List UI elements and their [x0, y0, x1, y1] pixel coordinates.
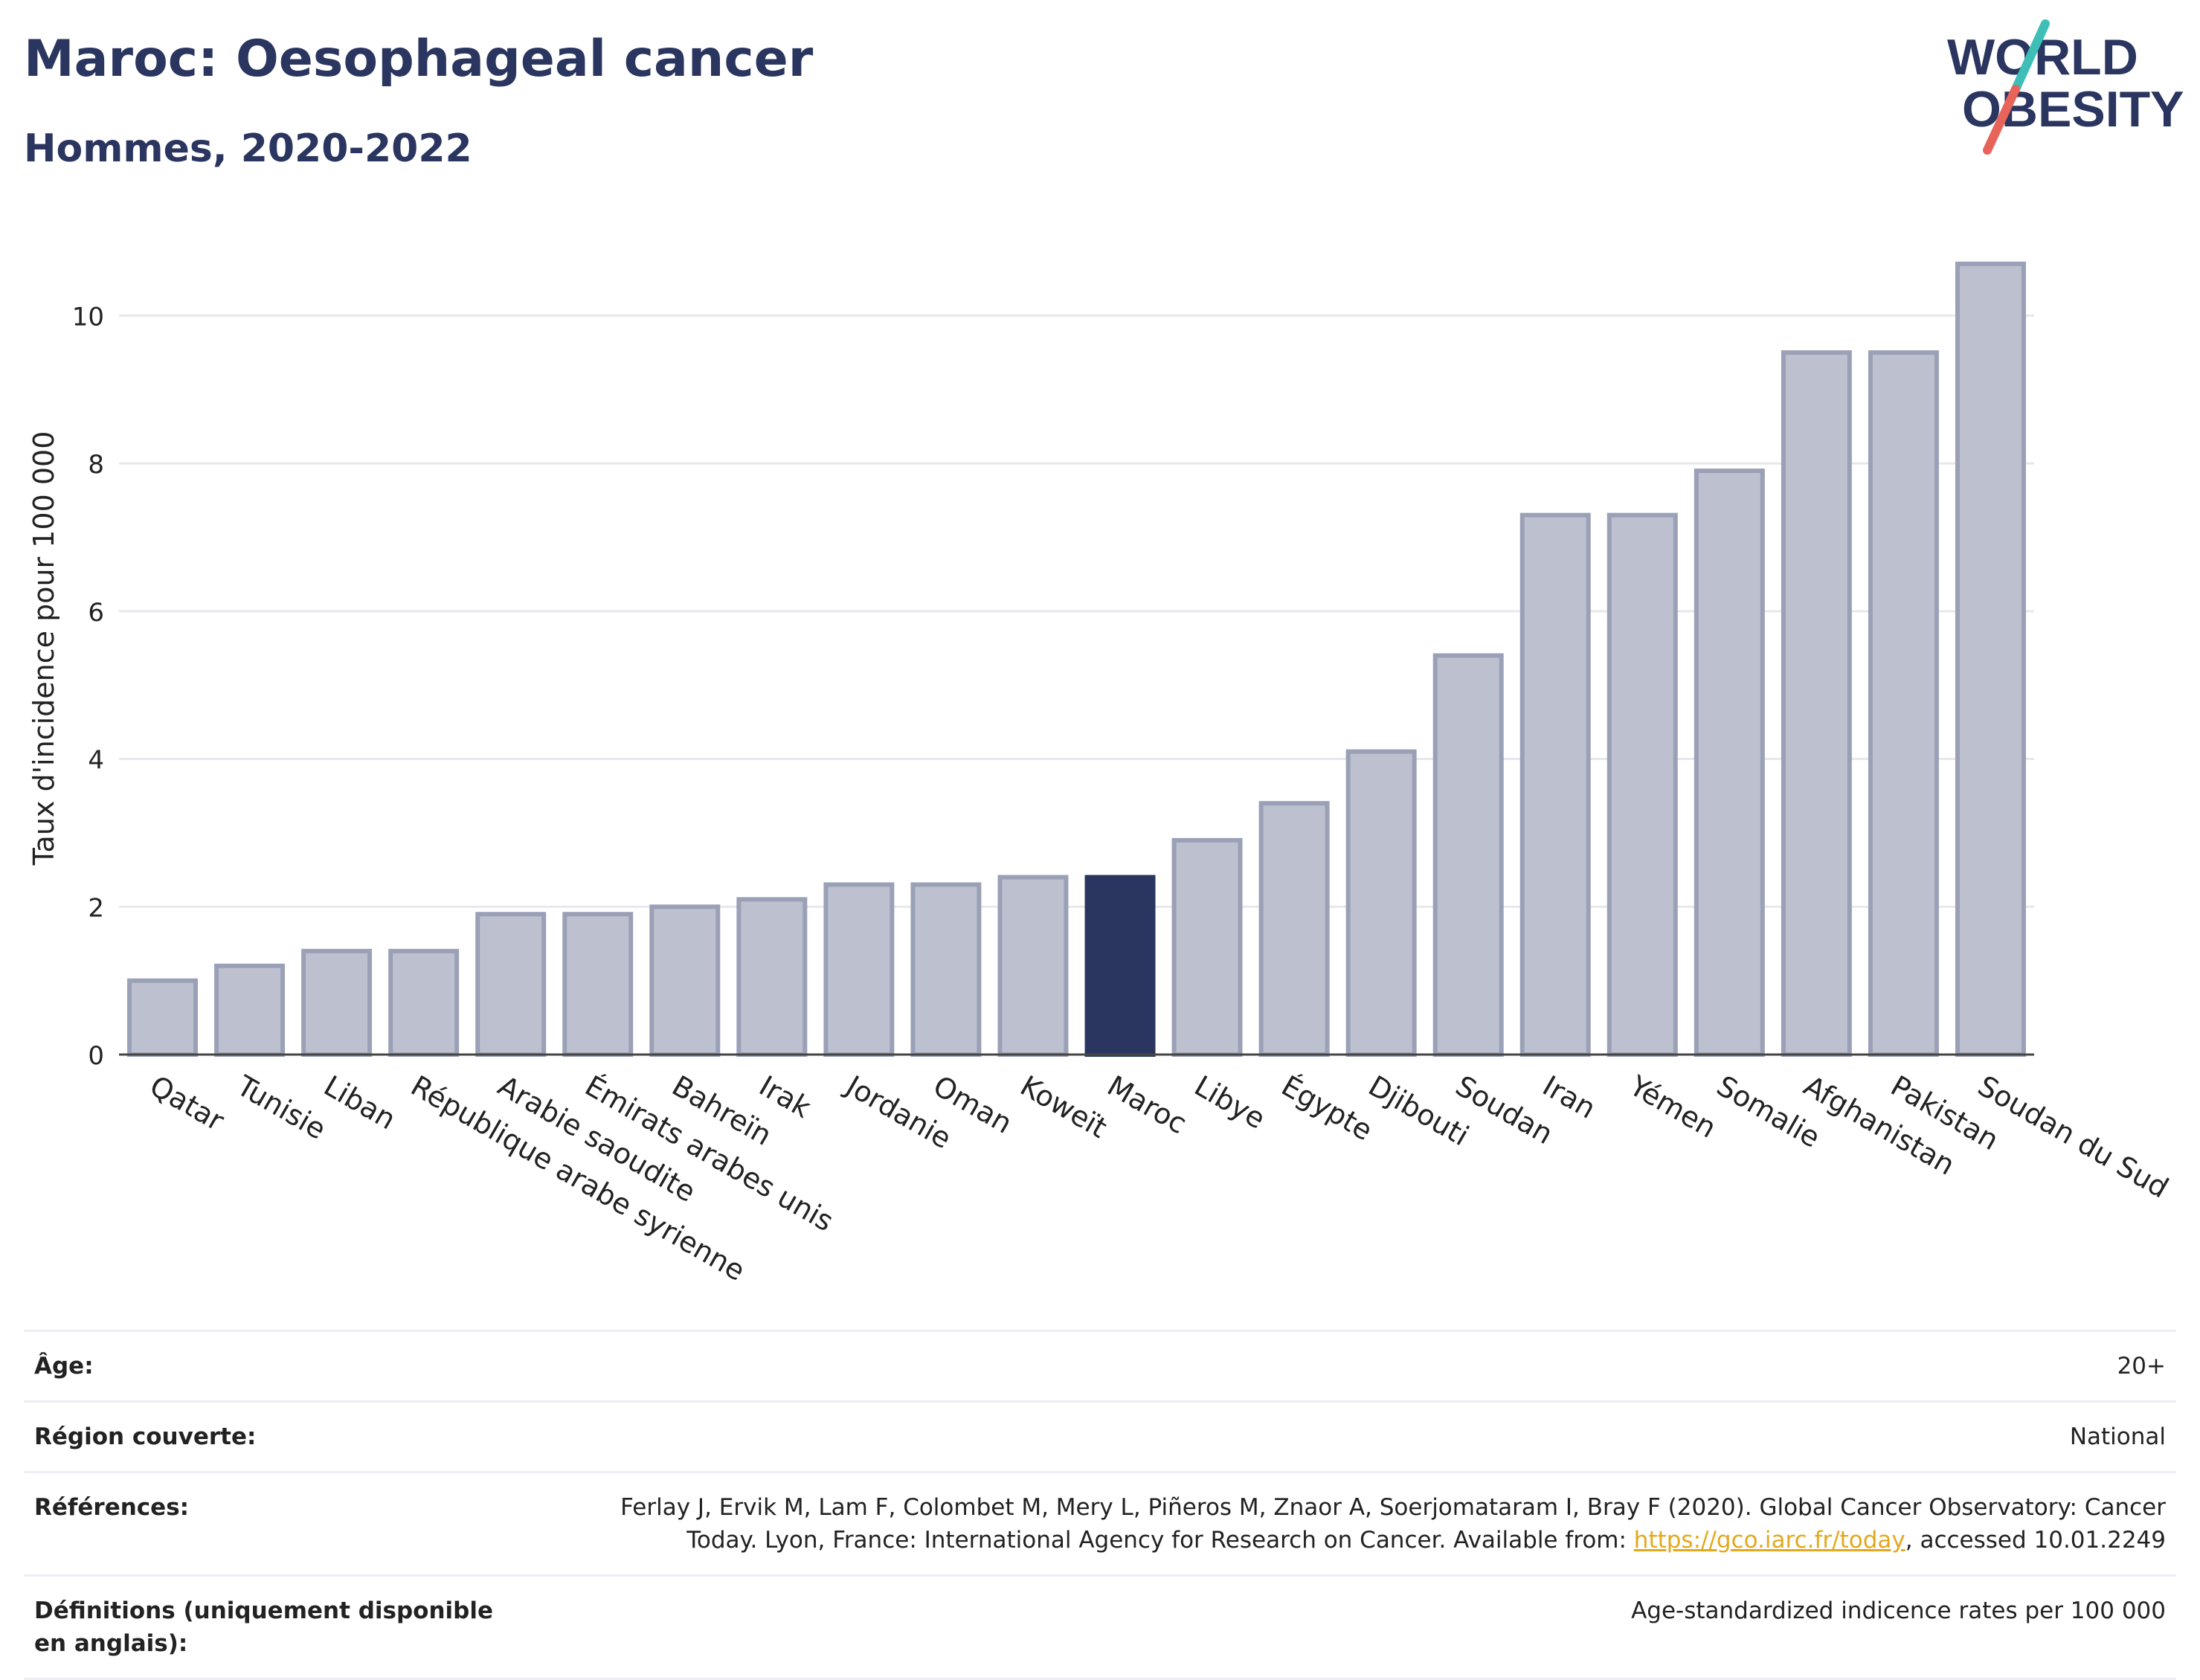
bar: [1171, 837, 1243, 1057]
info-table: Âge: 20+ Région couverte: National Référ…: [24, 1330, 2176, 1680]
region-value: National: [2069, 1423, 2166, 1450]
bar: [997, 875, 1069, 1057]
bar: [1345, 749, 1417, 1057]
region-label: Région couverte:: [34, 1423, 257, 1450]
references-link[interactable]: https://gco.iarc.fr/today: [1633, 1527, 1905, 1554]
x-tick-label: Maroc: [1102, 1069, 1193, 1141]
references-value: Ferlay J, Ervik M, Lam F, Colombet M, Me…: [604, 1491, 2166, 1557]
x-tick-label: Qatar: [144, 1069, 230, 1138]
bar: [1606, 512, 1678, 1057]
y-tick-label: 6: [88, 598, 104, 628]
bar: [910, 882, 982, 1057]
bar: [127, 978, 198, 1057]
bar: [649, 904, 721, 1057]
y-tick-label: 4: [88, 746, 104, 776]
y-tick-label: 10: [72, 302, 104, 332]
references-label: Références:: [34, 1494, 190, 1521]
x-tick-label: Libye: [1189, 1069, 1271, 1136]
info-row-references: Références: Ferlay J, Ervik M, Lam F, Co…: [24, 1471, 2176, 1574]
references-tail: , accessed 10.01.2249: [1905, 1527, 2166, 1554]
y-tick-label: 8: [88, 450, 104, 480]
slash-logo-icon: [1983, 19, 2050, 155]
definitions-label: Définitions (uniquement disponible en an…: [34, 1597, 494, 1657]
y-tick-label: 2: [88, 893, 104, 923]
bar: [1781, 350, 1852, 1057]
age-label: Âge:: [34, 1353, 94, 1380]
references-text: Ferlay J, Ervik M, Lam F, Colombet M, Me…: [620, 1494, 2166, 1554]
definitions-value: Age-standardized indicence rates per 100…: [1631, 1597, 2166, 1624]
bar: [736, 897, 808, 1057]
bar: [562, 912, 634, 1058]
x-tick-label: Liban: [318, 1069, 401, 1136]
x-tick-label: Tunisie: [231, 1069, 331, 1146]
chart-title: Maroc: Oesophageal cancer: [24, 30, 814, 88]
bar: [1084, 875, 1156, 1057]
bar: [1519, 512, 1591, 1057]
bar: [475, 912, 547, 1058]
bar: [1258, 801, 1330, 1058]
y-tick-label: 0: [88, 1041, 104, 1071]
bar: [1868, 350, 1939, 1057]
x-tick-label: Djibouti: [1363, 1069, 1475, 1153]
x-tick-label: Égypte: [1276, 1069, 1378, 1148]
bar-chart: 0 2 4 6 8 10 Taux d'incidence pour 100 000 Qata…: [28, 261, 2174, 1287]
bar: [214, 963, 286, 1058]
x-tick-label: Koweït: [1014, 1069, 1112, 1145]
world-obesity-logo: WORLD OBESITY: [1947, 19, 2184, 155]
bar: [1694, 469, 1765, 1057]
chart-subtitle: Hommes, 2020-2022: [24, 126, 472, 171]
x-tick-label: Yémen: [1624, 1069, 1722, 1145]
bar: [823, 882, 895, 1057]
info-row-age: Âge: 20+: [24, 1330, 2176, 1400]
x-tick-label: Soudan du Sud: [1972, 1069, 2174, 1205]
bar: [1955, 261, 2026, 1057]
info-row-region: Région couverte: National: [24, 1400, 2176, 1471]
bar: [388, 948, 460, 1057]
bar: [301, 948, 373, 1057]
age-value: 20+: [2117, 1353, 2166, 1380]
y-axis-label: Taux d'incidence pour 100 000: [28, 431, 60, 866]
info-row-definitions: Définitions (uniquement disponible en an…: [24, 1574, 2176, 1680]
bar: [1432, 653, 1504, 1057]
x-tick-label: Soudan: [1450, 1069, 1559, 1151]
